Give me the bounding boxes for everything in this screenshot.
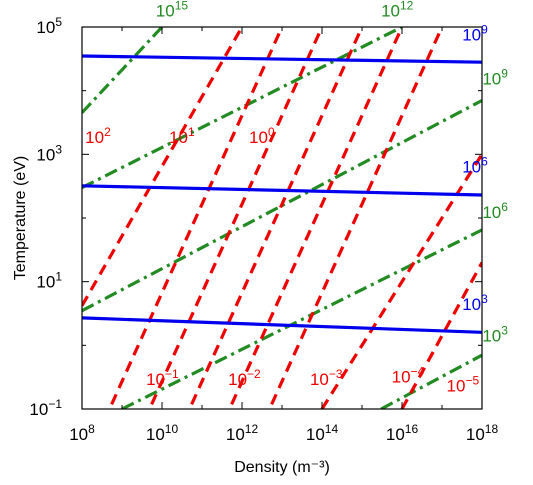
red-curve-label-10-1: 101: [169, 125, 195, 147]
tick-labels: 108 1010 1012 1014 1016 1018 10−1 101 103 105: [29, 15, 498, 444]
green-curve-label-10-6: 106: [482, 200, 508, 222]
x-tick-label: 108: [69, 422, 95, 444]
x-tick-label: 1016: [386, 422, 419, 444]
red-curve-label-10-−3: 10−3: [310, 367, 343, 389]
red-curve-label-10-0: 100: [249, 125, 275, 147]
tick-marks: [81, 26, 483, 410]
curve-labels: 109 106 103 102 101 100 10−1 10−2 10−3 10−4 10−5 10…: [85, 0, 508, 395]
blue-curve-label-10-3: 103: [462, 292, 488, 314]
red-curve-10-−2: [227, 27, 404, 409]
red-curve-10-−4: [320, 153, 482, 409]
green-curve-label-10-15: 1015: [156, 0, 189, 21]
green-curve-label-10-12: 1012: [381, 0, 414, 21]
red-curve-10-0: [147, 27, 324, 409]
red-curve-10-−5: [400, 261, 482, 409]
red-curve-10-1: [107, 27, 284, 409]
red-curve-10-−3: [267, 27, 444, 409]
curves-group: [82, 27, 482, 409]
red-curve-label-10-−2: 10−2: [228, 367, 261, 389]
y-tick-label: 103: [36, 142, 62, 164]
green-curve-10-3: [380, 353, 482, 409]
x-axis-label: Density (m⁻³): [234, 459, 330, 476]
green-curve-10-6: [121, 228, 482, 409]
red-curve-label-10-−5: 10−5: [447, 373, 480, 395]
red-curve-label-10-−4: 10−4: [392, 365, 425, 387]
blue-curve-10-6: [82, 184, 482, 197]
x-tick-label: 1014: [306, 422, 339, 444]
red-curve-10-−1: [187, 27, 364, 409]
red-curve-label-10-2: 102: [85, 125, 111, 147]
x-tick-label: 1018: [466, 422, 499, 444]
green-curve-label-10-9: 109: [482, 66, 508, 88]
blue-curve-10-9: [82, 54, 482, 64]
y-tick-label: 10−1: [29, 397, 62, 419]
y-axis-label: Temperature (eV): [12, 156, 29, 281]
blue-curve-label-10-6: 106: [462, 154, 488, 176]
blue-curve-10-3: [82, 316, 482, 334]
green-curve-10-9: [82, 99, 482, 313]
blue-curve-label-10-9: 109: [462, 23, 488, 45]
x-tick-label: 1010: [146, 422, 179, 444]
red-curve-label-10-−1: 10−1: [146, 367, 179, 389]
plot-area: [82, 27, 482, 409]
x-tick-label: 1012: [226, 422, 259, 444]
y-tick-label: 101: [36, 270, 62, 292]
green-curve-label-10-3: 103: [482, 323, 508, 345]
y-tick-label: 105: [36, 15, 62, 37]
green-curve-10-15: [82, 27, 164, 114]
